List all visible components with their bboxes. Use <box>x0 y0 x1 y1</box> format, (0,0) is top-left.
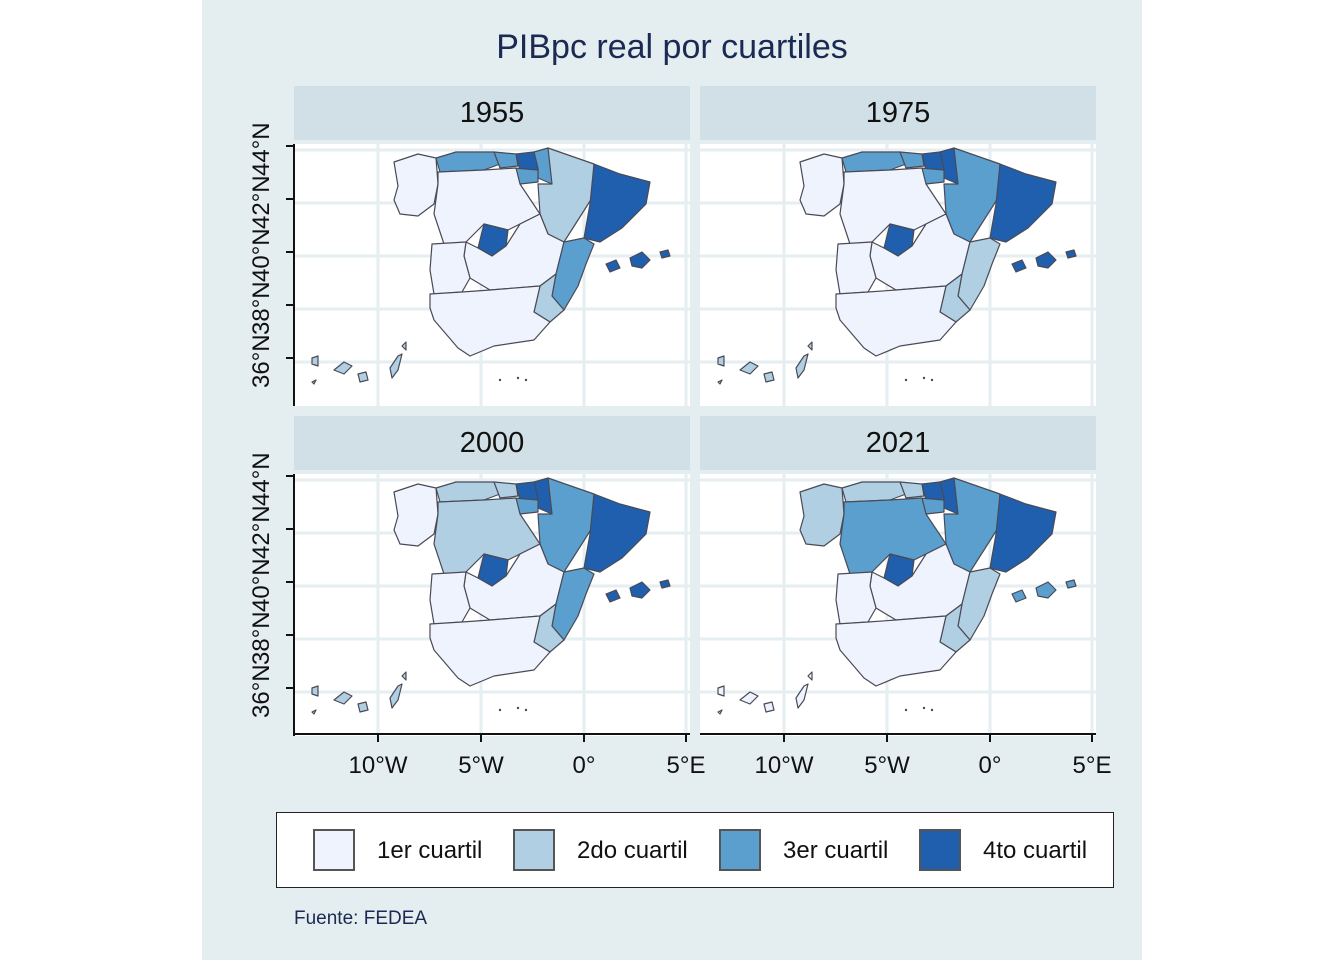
x-tick-label: 0° <box>978 752 1002 779</box>
y-tick-label: 42°N <box>248 505 275 559</box>
region-dot <box>922 706 926 710</box>
region-castilla-mancha <box>869 543 971 621</box>
region-extremadura <box>429 571 471 625</box>
region-cantabria <box>493 481 519 499</box>
region-galicia <box>393 483 439 547</box>
region-galicia <box>799 153 845 217</box>
facet-strip-label: 1955 <box>294 86 690 140</box>
region-dot <box>498 708 502 712</box>
region-andalucia <box>835 285 957 357</box>
legend-label: 2do cuartil <box>577 837 688 864</box>
region-cataluna <box>583 493 651 573</box>
y-axis-top <box>286 144 295 406</box>
map-svg <box>700 474 1096 736</box>
region-dot <box>922 376 926 380</box>
region-baleares <box>605 579 671 603</box>
map-panel <box>294 144 690 406</box>
region-andalucia <box>429 285 551 357</box>
legend-swatch <box>313 829 355 871</box>
x-tick-label: 5°E <box>1072 752 1112 779</box>
y-tick-label: 44°N <box>248 452 275 506</box>
region-andalucia <box>835 615 957 687</box>
y-tick-label: 38°N <box>248 611 275 665</box>
map-panel <box>700 144 1096 406</box>
y-tick-label: 40°N <box>248 228 275 282</box>
region-cantabria <box>899 481 925 499</box>
legend-label: 3er cuartil <box>783 837 889 864</box>
legend: 1er cuartil 2do cuartil 3er cuartil 4to … <box>276 812 1114 888</box>
region-canarias <box>717 341 813 385</box>
x-tick-label: 5°W <box>458 752 504 779</box>
region-dot <box>516 376 520 380</box>
map-panel <box>700 474 1096 736</box>
region-cantabria <box>493 151 519 169</box>
region-dot <box>498 378 502 382</box>
x-tick-label: 5°W <box>864 752 910 779</box>
y-tick-label: 36°N <box>248 334 275 388</box>
x-axis-left <box>294 733 690 742</box>
region-cataluna <box>989 493 1057 573</box>
chart-title: PIBpc real por cuartiles <box>496 28 848 66</box>
region-baleares <box>1011 579 1077 603</box>
region-canarias <box>717 671 813 715</box>
y-tick-label: 40°N <box>248 558 275 612</box>
map-panel <box>294 474 690 736</box>
x-axis-right <box>700 733 1096 742</box>
region-galicia <box>799 483 845 547</box>
region-extremadura <box>835 241 877 295</box>
figure: PIBpc real por cuartiles 1955 1975 2000 … <box>202 0 1142 960</box>
region-dot <box>524 708 528 712</box>
y-tick-label: 44°N <box>248 122 275 176</box>
map-svg <box>700 144 1096 406</box>
region-castilla-mancha <box>463 213 565 291</box>
legend-swatch <box>919 829 961 871</box>
region-dot <box>904 378 908 382</box>
region-canarias <box>311 671 407 715</box>
legend-label: 4to cuartil <box>983 837 1088 864</box>
x-tick-label: 5°E <box>666 752 706 779</box>
region-extremadura <box>835 571 877 625</box>
source-note: Fuente: FEDEA <box>294 908 428 929</box>
region-baleares <box>1011 249 1077 273</box>
facet-strip-label: 2000 <box>294 416 690 470</box>
x-tick-label: 10°W <box>348 752 408 779</box>
facet-strip-label: 1975 <box>700 86 1096 140</box>
region-baleares <box>605 249 671 273</box>
x-tick-label: 10°W <box>754 752 814 779</box>
legend-label: 1er cuartil <box>377 837 483 864</box>
region-dot <box>930 708 934 712</box>
region-cataluna <box>989 163 1057 243</box>
region-galicia <box>393 153 439 217</box>
region-dot <box>524 378 528 382</box>
y-axis-bottom <box>286 474 295 736</box>
y-tick-label: 38°N <box>248 281 275 335</box>
region-extremadura <box>429 241 471 295</box>
region-castilla-mancha <box>869 213 971 291</box>
map-svg <box>294 474 690 736</box>
facet-strip-label: 2021 <box>700 416 1096 470</box>
region-castilla-mancha <box>463 543 565 621</box>
map-svg <box>294 144 690 406</box>
region-dot <box>516 706 520 710</box>
y-tick-label: 36°N <box>248 664 275 718</box>
region-dot <box>904 708 908 712</box>
region-cantabria <box>899 151 925 169</box>
legend-swatch <box>719 829 761 871</box>
region-cataluna <box>583 163 651 243</box>
region-canarias <box>311 341 407 385</box>
legend-swatch <box>513 829 555 871</box>
region-andalucia <box>429 615 551 687</box>
x-tick-label: 0° <box>572 752 596 779</box>
region-dot <box>930 378 934 382</box>
y-tick-label: 42°N <box>248 175 275 229</box>
